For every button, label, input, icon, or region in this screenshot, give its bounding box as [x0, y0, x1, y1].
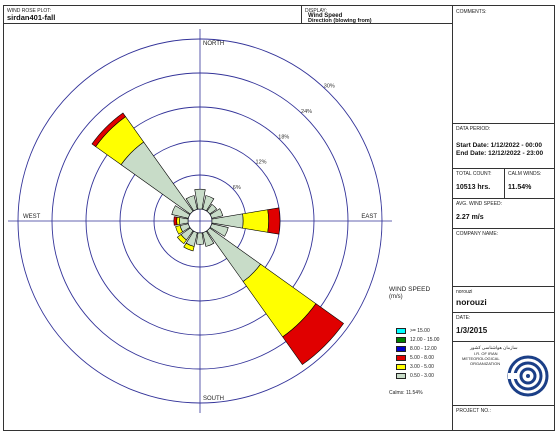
sidebar-rule [452, 168, 554, 169]
petal-segment [202, 195, 215, 212]
logo-text-2: METEOROLOGICAL [462, 356, 500, 361]
spiral-logo-icon [507, 355, 549, 397]
sidebar-split [504, 168, 505, 198]
report-date: 1/3/2015 [456, 326, 488, 335]
ring-label: 24% [301, 109, 312, 115]
sidebar-rule [452, 123, 554, 124]
petal-segment [175, 225, 184, 235]
legend-label: 8.00 - 12.00 [410, 346, 437, 352]
sidebar-rule [452, 198, 554, 199]
legend-label: 3.00 - 5.00 [410, 364, 434, 370]
legend-calms: Calms: 11.54% [389, 390, 423, 396]
logo-text-fa: سازمان هواشناسی کشور [470, 345, 518, 350]
legend-label: 0.50 - 3.00 [410, 373, 434, 379]
petal-segment [185, 195, 198, 212]
header-split [301, 6, 302, 23]
sidebar-rule [452, 286, 554, 287]
legend-swatch [396, 373, 406, 379]
legend-title: WIND SPEED [389, 286, 431, 293]
end-date: End Date: 12/12/2022 - 23:00 [456, 150, 544, 157]
petal-segment [91, 112, 126, 147]
wind-rose-chart: 6% 12% 18% 24% 30% NORTH EAST SOUTH WEST [8, 29, 392, 413]
plot-name: sirdan401-fall [7, 13, 56, 22]
header-divider [4, 23, 452, 24]
ring-label: 30% [324, 84, 335, 90]
ring-label: 6% [233, 185, 241, 191]
comments-label: COMMENTS: [456, 9, 487, 15]
legend-label: >= 15.00 [410, 328, 430, 334]
legend: WIND SPEED (m/s) >= 15.00 12.00 - 15.00 8.… [387, 286, 451, 406]
petal-segment [194, 188, 206, 210]
total-count-label: TOTAL COUNT: [456, 171, 492, 177]
petal-segment [176, 216, 181, 226]
display-label: DISPLAY: [305, 8, 327, 14]
direction-label: NORTH [203, 41, 224, 47]
project-label: PROJECT NO.: [456, 408, 491, 414]
petal-segment [179, 217, 189, 225]
legend-swatch [396, 364, 406, 370]
avg-speed: 2.27 m/s [456, 214, 484, 221]
sidebar-rule [452, 405, 554, 406]
company-label: COMPANY NAME: [456, 231, 499, 237]
plot-label: WIND ROSE PLOT: [7, 8, 52, 14]
start-date: Start Date: 1/12/2022 - 00:00 [456, 142, 542, 149]
legend-unit: (m/s) [389, 294, 403, 300]
modeler-name: norouzi [456, 297, 487, 307]
legend-swatch [396, 337, 406, 343]
organization-logo: سازمان هواشناسی کشور I.R. OF IRAN METEOR… [456, 343, 552, 405]
direction-label: EAST [361, 214, 377, 220]
ring-label: 12% [256, 160, 267, 166]
petal-segment [176, 234, 187, 245]
display-line2: Direction (blowing from) [308, 18, 372, 24]
logo-text-3: ORGANIZATION [470, 361, 501, 366]
modeler-label: norouzi [456, 289, 473, 295]
direction-label: SOUTH [203, 396, 224, 402]
avg-speed-label: AVG. WIND SPEED: [456, 201, 503, 207]
petal-segment [120, 141, 194, 215]
ring-label: 18% [278, 134, 289, 140]
petal-segment [183, 242, 195, 252]
petal-segment [282, 303, 344, 365]
legend-label: 12.00 - 15.00 [410, 337, 440, 343]
calm-winds-label: CALM WINDS: [508, 171, 542, 177]
petal-segment [242, 209, 269, 233]
petal-segment [171, 205, 191, 219]
report-frame: WIND ROSE PLOT: sirdan401-fall DISPLAY: … [3, 5, 555, 431]
sidebar-rule [452, 312, 554, 313]
sidebar-rule [452, 341, 554, 342]
data-period-label: DATA PERIOD: [456, 126, 491, 132]
legend-swatch [396, 346, 406, 352]
date-label: DATE: [456, 315, 471, 321]
petal-segment [195, 232, 205, 245]
legend-swatch [396, 328, 406, 334]
total-count: 10513 hrs. [456, 184, 491, 191]
logo-text-1: I.R. OF IRAN [474, 351, 498, 356]
petal-segment [209, 208, 224, 219]
sidebar-rule [452, 228, 554, 229]
petal-segment [173, 216, 178, 226]
petal-segment [267, 207, 281, 235]
petal-segment [206, 203, 218, 215]
petal-segment [202, 230, 215, 247]
display-line1: Wind Speed [308, 13, 343, 19]
legend-swatch [396, 355, 406, 361]
petal-segment [209, 223, 229, 237]
sidebar-divider [452, 6, 453, 430]
calm-winds: 11.54% [508, 184, 532, 191]
legend-label: 5.00 - 8.00 [410, 355, 434, 361]
direction-label: WEST [23, 214, 41, 220]
